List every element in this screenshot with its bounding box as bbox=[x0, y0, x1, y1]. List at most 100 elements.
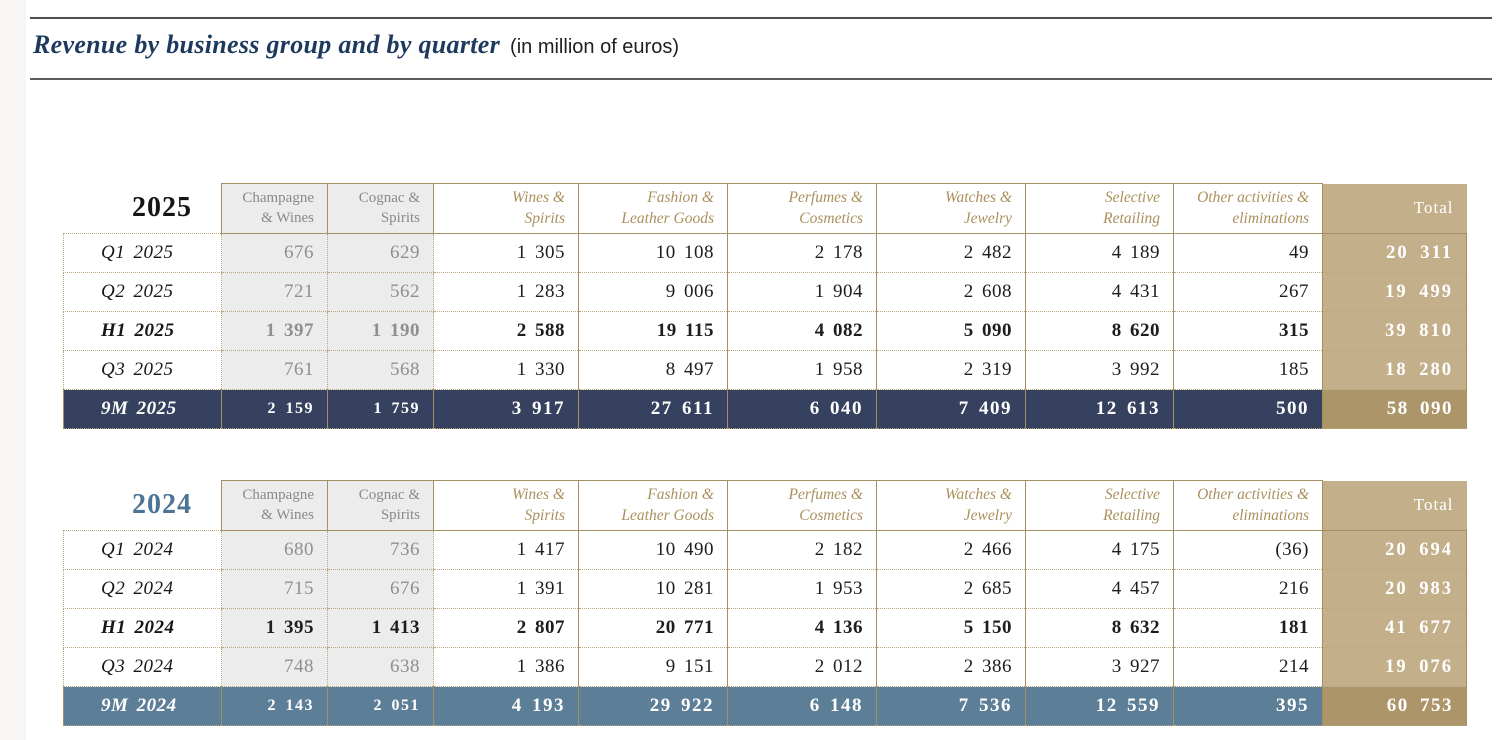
row-label: 9M 2024 bbox=[63, 686, 222, 726]
cell-champagne-wines: 2 143 bbox=[221, 686, 328, 726]
cell-wines-spirits: 1 330 bbox=[433, 350, 579, 390]
title-top-rule bbox=[30, 17, 1492, 19]
column-header-perfumes-cosmetics: Perfumes & Cosmetics bbox=[727, 480, 877, 531]
table-row-h1-2024: H1 2024 1 395 1 413 2 807 20 771 4 136 5 150 8 … bbox=[63, 608, 1467, 648]
cell-other-activities: 500 bbox=[1173, 389, 1323, 429]
year-label: 2025 bbox=[132, 192, 192, 224]
table-row-9m-2025: 9M 2025 2 159 1 759 3 917 27 611 6 040 7 409 12… bbox=[63, 389, 1467, 429]
cell-other-activities: (36) bbox=[1173, 530, 1323, 570]
cell-total: 18 280 bbox=[1322, 350, 1467, 390]
column-header-total: Total bbox=[1322, 480, 1467, 531]
cell-other-activities: 49 bbox=[1173, 233, 1323, 273]
cell-selective-retailing: 12 613 bbox=[1025, 389, 1174, 429]
page-title-main: Revenue by business group and by quarter bbox=[33, 30, 501, 59]
cell-selective-retailing: 4 457 bbox=[1025, 569, 1174, 609]
year-header-cell: 2025 bbox=[63, 183, 222, 234]
cell-selective-retailing: 3 992 bbox=[1025, 350, 1174, 390]
cell-total: 58 090 bbox=[1322, 389, 1467, 429]
cell-fashion-leather: 19 115 bbox=[578, 311, 728, 351]
cell-perfumes-cosmetics: 1 904 bbox=[727, 272, 877, 312]
cell-champagne-wines: 721 bbox=[221, 272, 328, 312]
column-header-wines-spirits: Wines & Spirits bbox=[433, 183, 579, 234]
cell-champagne-wines: 715 bbox=[221, 569, 328, 609]
cell-other-activities: 216 bbox=[1173, 569, 1323, 609]
column-header-cognac-spirits: Cognac & Spirits bbox=[327, 480, 434, 531]
column-header-watches-jewelry: Watches & Jewelry bbox=[876, 183, 1026, 234]
column-header-fashion-leather: Fashion & Leather Goods bbox=[578, 183, 728, 234]
cell-other-activities: 395 bbox=[1173, 686, 1323, 726]
table-row-q2-2025: Q2 2025 721 562 1 283 9 006 1 904 2 608 4 431 26… bbox=[63, 272, 1467, 312]
cell-champagne-wines: 680 bbox=[221, 530, 328, 570]
cell-other-activities: 185 bbox=[1173, 350, 1323, 390]
cell-cognac-spirits: 1 413 bbox=[327, 608, 434, 648]
cell-watches-jewelry: 2 386 bbox=[876, 647, 1026, 687]
cell-wines-spirits: 1 386 bbox=[433, 647, 579, 687]
revenue-table-2024: 2024 Champagne & Wines Cognac & Spirits Wines… bbox=[63, 480, 1467, 726]
cell-fashion-leather: 10 108 bbox=[578, 233, 728, 273]
revenue-table-2025: 2025 Champagne & Wines Cognac & Spirits Wines… bbox=[63, 183, 1467, 429]
column-header-perfumes-cosmetics: Perfumes & Cosmetics bbox=[727, 183, 877, 234]
cell-selective-retailing: 4 189 bbox=[1025, 233, 1174, 273]
cell-watches-jewelry: 2 608 bbox=[876, 272, 1026, 312]
table-row-q2-2024: Q2 2024 715 676 1 391 10 281 1 953 2 685 4 457 2… bbox=[63, 569, 1467, 609]
cell-fashion-leather: 10 281 bbox=[578, 569, 728, 609]
cell-champagne-wines: 748 bbox=[221, 647, 328, 687]
column-header-other-activities: Other activities & eliminations bbox=[1173, 183, 1323, 234]
column-header-watches-jewelry: Watches & Jewelry bbox=[876, 480, 1026, 531]
cell-wines-spirits: 1 391 bbox=[433, 569, 579, 609]
cell-total: 20 311 bbox=[1322, 233, 1467, 273]
cell-other-activities: 267 bbox=[1173, 272, 1323, 312]
cell-selective-retailing: 12 559 bbox=[1025, 686, 1174, 726]
revenue-table: 2024 Champagne & Wines Cognac & Spirits Wines… bbox=[63, 480, 1467, 726]
cell-perfumes-cosmetics: 2 178 bbox=[727, 233, 877, 273]
cell-cognac-spirits: 562 bbox=[327, 272, 434, 312]
cell-watches-jewelry: 2 466 bbox=[876, 530, 1026, 570]
cell-champagne-wines: 2 159 bbox=[221, 389, 328, 429]
cell-selective-retailing: 8 632 bbox=[1025, 608, 1174, 648]
table-row-q3-2025: Q3 2025 761 568 1 330 8 497 1 958 2 319 3 992 18… bbox=[63, 350, 1467, 390]
row-label: Q3 2024 bbox=[63, 647, 222, 687]
cell-fashion-leather: 9 151 bbox=[578, 647, 728, 687]
table-row-h1-2025: H1 2025 1 397 1 190 2 588 19 115 4 082 5 090 8 … bbox=[63, 311, 1467, 351]
column-header-selective-retailing: Selective Retailing bbox=[1025, 480, 1174, 531]
row-label: Q3 2025 bbox=[63, 350, 222, 390]
cell-selective-retailing: 4 175 bbox=[1025, 530, 1174, 570]
cell-watches-jewelry: 5 090 bbox=[876, 311, 1026, 351]
cell-total: 39 810 bbox=[1322, 311, 1467, 351]
cell-fashion-leather: 20 771 bbox=[578, 608, 728, 648]
row-label: H1 2025 bbox=[63, 311, 222, 351]
row-label: 9M 2025 bbox=[63, 389, 222, 429]
revenue-table: 2025 Champagne & Wines Cognac & Spirits Wines… bbox=[63, 183, 1467, 429]
cell-cognac-spirits: 2 051 bbox=[327, 686, 434, 726]
column-header-cognac-spirits: Cognac & Spirits bbox=[327, 183, 434, 234]
cell-watches-jewelry: 2 482 bbox=[876, 233, 1026, 273]
header-row: 2024 Champagne & Wines Cognac & Spirits Wines… bbox=[63, 480, 1467, 531]
column-header-other-activities: Other activities & eliminations bbox=[1173, 480, 1323, 531]
cell-cognac-spirits: 736 bbox=[327, 530, 434, 570]
cell-champagne-wines: 1 397 bbox=[221, 311, 328, 351]
cell-wines-spirits: 1 305 bbox=[433, 233, 579, 273]
cell-perfumes-cosmetics: 4 082 bbox=[727, 311, 877, 351]
column-header-selective-retailing: Selective Retailing bbox=[1025, 183, 1174, 234]
cell-watches-jewelry: 7 409 bbox=[876, 389, 1026, 429]
cell-perfumes-cosmetics: 6 040 bbox=[727, 389, 877, 429]
cell-perfumes-cosmetics: 1 953 bbox=[727, 569, 877, 609]
cell-selective-retailing: 8 620 bbox=[1025, 311, 1174, 351]
cell-cognac-spirits: 629 bbox=[327, 233, 434, 273]
cell-wines-spirits: 3 917 bbox=[433, 389, 579, 429]
cell-watches-jewelry: 2 319 bbox=[876, 350, 1026, 390]
cell-watches-jewelry: 5 150 bbox=[876, 608, 1026, 648]
page-title-unit: (in million of euros) bbox=[510, 36, 679, 58]
cell-watches-jewelry: 2 685 bbox=[876, 569, 1026, 609]
cell-total: 20 694 bbox=[1322, 530, 1467, 570]
column-header-fashion-leather: Fashion & Leather Goods bbox=[578, 480, 728, 531]
cell-champagne-wines: 761 bbox=[221, 350, 328, 390]
cell-wines-spirits: 1 283 bbox=[433, 272, 579, 312]
cell-champagne-wines: 1 395 bbox=[221, 608, 328, 648]
row-label: Q1 2024 bbox=[63, 530, 222, 570]
cell-perfumes-cosmetics: 4 136 bbox=[727, 608, 877, 648]
cell-selective-retailing: 4 431 bbox=[1025, 272, 1174, 312]
table-row-9m-2024: 9M 2024 2 143 2 051 4 193 29 922 6 148 7 536 12… bbox=[63, 686, 1467, 726]
row-label: Q1 2025 bbox=[63, 233, 222, 273]
cell-other-activities: 315 bbox=[1173, 311, 1323, 351]
